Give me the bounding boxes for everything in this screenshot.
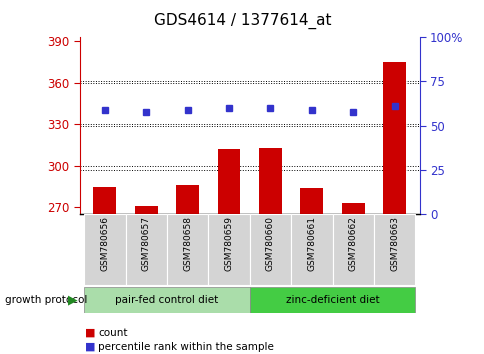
Text: GDS4614 / 1377614_at: GDS4614 / 1377614_at xyxy=(153,12,331,29)
Text: pair-fed control diet: pair-fed control diet xyxy=(115,295,218,305)
Bar xyxy=(300,188,323,214)
Bar xyxy=(93,187,116,214)
Text: ■: ■ xyxy=(85,342,95,352)
Text: ■: ■ xyxy=(85,328,95,338)
Bar xyxy=(217,149,240,214)
Bar xyxy=(332,214,373,285)
Bar xyxy=(84,287,249,313)
Bar xyxy=(166,214,208,285)
Text: percentile rank within the sample: percentile rank within the sample xyxy=(98,342,274,352)
Bar xyxy=(373,214,414,285)
Bar xyxy=(135,206,157,214)
Text: ▶: ▶ xyxy=(68,293,77,307)
Text: GSM780662: GSM780662 xyxy=(348,216,357,271)
Bar xyxy=(84,214,125,285)
Bar xyxy=(249,287,414,313)
Text: GSM780656: GSM780656 xyxy=(100,216,109,271)
Bar xyxy=(208,214,249,285)
Text: zinc-deficient diet: zinc-deficient diet xyxy=(285,295,378,305)
Text: GSM780659: GSM780659 xyxy=(224,216,233,271)
Bar xyxy=(382,62,405,214)
Bar xyxy=(258,148,281,214)
Text: growth protocol: growth protocol xyxy=(5,295,87,305)
Bar xyxy=(249,214,290,285)
Text: GSM780658: GSM780658 xyxy=(183,216,192,271)
Bar xyxy=(176,185,198,214)
Text: GSM780661: GSM780661 xyxy=(307,216,316,271)
Text: GSM780663: GSM780663 xyxy=(390,216,398,271)
Bar xyxy=(290,214,332,285)
Bar xyxy=(125,214,166,285)
Text: count: count xyxy=(98,328,128,338)
Bar xyxy=(341,203,364,214)
Text: GSM780660: GSM780660 xyxy=(265,216,274,271)
Text: GSM780657: GSM780657 xyxy=(141,216,151,271)
